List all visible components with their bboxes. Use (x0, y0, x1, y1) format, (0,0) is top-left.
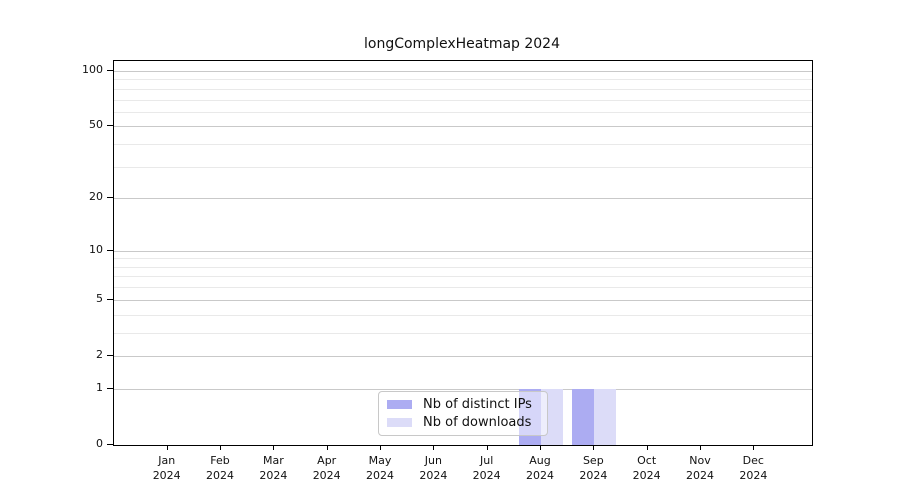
x-tick-mark (380, 445, 382, 450)
x-tick-mark (486, 445, 488, 450)
x-tick-label: May 2024 (350, 453, 410, 483)
y-tick-label: 10 (89, 242, 103, 256)
y-tick-label: 50 (89, 118, 103, 132)
x-tick-month: Apr (317, 454, 337, 467)
y-tick-mark (107, 125, 113, 127)
legend-entry: Nb of downloads (387, 415, 539, 430)
x-tick-label: Dec 2024 (723, 453, 783, 483)
x-tick-month: Aug (529, 454, 551, 467)
gridline-minor (114, 314, 812, 316)
x-tick-label: Oct 2024 (617, 453, 677, 483)
legend-label: Nb of downloads (423, 415, 532, 430)
x-tick-label: Mar 2024 (243, 453, 303, 483)
y-tick-mark (107, 298, 113, 300)
gridline-major (114, 355, 812, 357)
y-tick-mark (107, 70, 113, 71)
gridline-major (114, 388, 812, 390)
y-tick-label: 20 (89, 190, 103, 204)
y-tick-label: 0 (96, 437, 103, 450)
gridline-minor (114, 276, 812, 278)
y-tick-mark (107, 354, 113, 356)
x-tick-year: 2024 (472, 469, 501, 482)
gridline-major (114, 126, 812, 128)
x-tick-year: 2024 (366, 469, 395, 482)
legend-label: Nb of distinct IPs (423, 397, 532, 412)
x-tick-label: Jul 2024 (457, 453, 517, 483)
x-tick-month: Jul (480, 454, 494, 467)
x-tick-year: 2024 (686, 469, 714, 482)
x-tick-month: Jan (158, 454, 176, 467)
x-tick-label: Nov 2024 (670, 453, 730, 483)
x-tick-mark (326, 445, 328, 450)
bar-distinct-ips (572, 388, 595, 445)
x-tick-month: Oct (637, 454, 657, 467)
y-tick-label: 5 (96, 291, 103, 305)
x-tick-month: Mar (262, 454, 284, 467)
x-tick-month: Sep (582, 454, 604, 467)
gridline-minor (114, 144, 812, 146)
x-tick-year: 2024 (152, 469, 181, 482)
bar-downloads (594, 388, 617, 445)
x-tick-label: Jan 2024 (137, 453, 197, 483)
x-tick-year: 2024 (419, 469, 448, 482)
y-tick-mark (107, 249, 113, 251)
x-tick-year: 2024 (259, 469, 288, 482)
gridline-minor (114, 79, 812, 81)
legend-entry: Nb of distinct IPs (387, 397, 539, 412)
x-tick-mark (540, 445, 541, 450)
x-tick-year: 2024 (739, 469, 768, 482)
x-tick-month: Dec (742, 454, 764, 467)
gridline-major (114, 299, 812, 301)
x-tick-year: 2024 (312, 469, 341, 482)
x-tick-year: 2024 (526, 469, 554, 482)
y-tick-mark (107, 197, 113, 199)
legend-swatch-icon (387, 400, 412, 409)
y-tick-mark (107, 387, 113, 389)
x-tick-mark (593, 445, 595, 450)
x-tick-mark (220, 445, 222, 450)
gridline-minor (114, 258, 812, 260)
gridline-minor (114, 99, 812, 101)
legend: Nb of distinct IPs Nb of downloads (378, 391, 548, 436)
gridline-minor (114, 166, 812, 168)
chart-title: longComplexHeatmap 2024 (363, 36, 560, 52)
x-tick-month: Nov (689, 454, 711, 467)
gridline-minor (114, 266, 812, 268)
x-tick-label: Feb 2024 (190, 453, 250, 483)
x-tick-mark (433, 445, 435, 450)
legend-swatch-icon (387, 418, 412, 427)
gridline-minor (114, 88, 812, 90)
x-tick-label: Apr 2024 (297, 453, 357, 483)
y-tick-label: 100 (82, 63, 103, 76)
x-tick-month: Feb (210, 454, 230, 467)
y-tick-label: 2 (96, 347, 103, 361)
x-tick-month: Jun (424, 454, 442, 467)
y-tick-mark (107, 444, 113, 445)
gridline-major (114, 71, 812, 72)
x-tick-label: Jun 2024 (403, 453, 463, 483)
x-tick-label: Aug 2024 (510, 453, 570, 483)
gridline-minor (114, 111, 812, 113)
x-tick-mark (166, 445, 168, 450)
gridline-minor (114, 287, 812, 289)
gridline-minor (114, 332, 812, 334)
x-tick-mark (700, 445, 701, 450)
y-tick-label: 1 (96, 380, 103, 394)
x-tick-month: May (368, 454, 392, 467)
plot-area (113, 60, 813, 446)
x-tick-mark (753, 445, 755, 450)
x-tick-year: 2024 (632, 469, 661, 482)
gridline-major (114, 198, 812, 200)
x-tick-year: 2024 (579, 469, 608, 482)
x-tick-label: Sep 2024 (563, 453, 623, 483)
x-tick-year: 2024 (206, 469, 235, 482)
x-tick-mark (273, 445, 275, 450)
gridline-major (114, 250, 812, 252)
x-tick-mark (646, 445, 648, 450)
